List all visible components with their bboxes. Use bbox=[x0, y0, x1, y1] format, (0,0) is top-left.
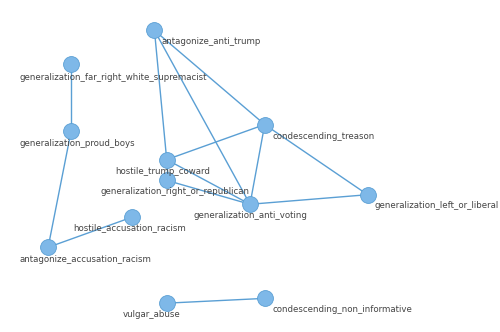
Point bbox=[128, 214, 136, 220]
Text: generalization_anti_voting: generalization_anti_voting bbox=[194, 211, 308, 220]
Text: hostile_accusation_racism: hostile_accusation_racism bbox=[74, 223, 186, 232]
Text: antagonize_accusation_racism: antagonize_accusation_racism bbox=[20, 255, 152, 264]
Point bbox=[162, 157, 170, 162]
Text: hostile_trump_coward: hostile_trump_coward bbox=[115, 167, 210, 176]
Text: generalization_far_right_white_supremacist: generalization_far_right_white_supremaci… bbox=[20, 73, 207, 82]
Point bbox=[67, 128, 75, 133]
Point bbox=[162, 178, 170, 183]
Point bbox=[162, 300, 170, 306]
Point bbox=[246, 202, 254, 207]
Point bbox=[44, 245, 52, 250]
Text: generalization_right_or_republican: generalization_right_or_republican bbox=[100, 187, 250, 196]
Text: generalization_left_or_liberal: generalization_left_or_liberal bbox=[375, 201, 499, 210]
Text: antagonize_anti_trump: antagonize_anti_trump bbox=[162, 37, 261, 46]
Text: generalization_proud_boys: generalization_proud_boys bbox=[20, 139, 136, 148]
Point bbox=[260, 122, 268, 127]
Text: condescending_non_informative: condescending_non_informative bbox=[272, 305, 412, 314]
Text: condescending_treason: condescending_treason bbox=[272, 131, 374, 140]
Point bbox=[364, 192, 372, 197]
Point bbox=[260, 296, 268, 301]
Point bbox=[67, 61, 75, 67]
Text: vulgar_abuse: vulgar_abuse bbox=[122, 310, 180, 319]
Point bbox=[150, 28, 158, 33]
